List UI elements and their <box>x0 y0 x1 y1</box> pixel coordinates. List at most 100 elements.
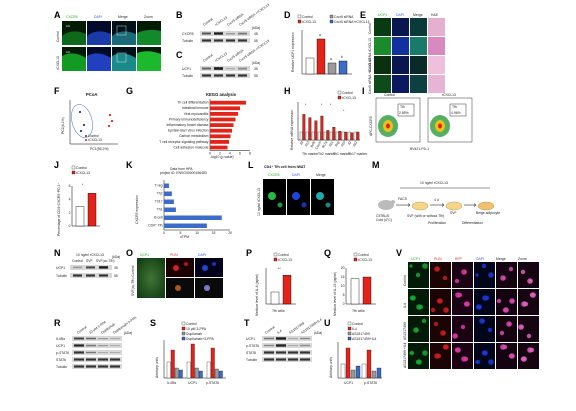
c-blot <box>200 66 250 78</box>
j-tick-label: 6 <box>69 184 71 188</box>
a-col-dapi: DAPI <box>94 15 102 19</box>
n-header: 10 ng/ml rCXCL13 <box>76 253 104 257</box>
t-lane-1: Control <box>264 325 275 335</box>
v-cell <box>422 350 428 356</box>
j-legend-1: Control <box>76 166 87 170</box>
t-kda: (kDa) <box>314 331 322 335</box>
v-col-6: Zoom <box>518 257 527 261</box>
h-sig-4: * <box>343 109 345 113</box>
q-tick-label: 0 <box>343 302 345 306</box>
s-legend-4: Dupilumab+3-PPA <box>186 337 214 341</box>
t-protein-1: UCP1 <box>246 337 255 341</box>
k-tick-label: 15 <box>212 231 216 235</box>
panel-v: V UCP1 PLIN RFP DAPI Merge Zoom Control … <box>396 248 539 369</box>
p-bar <box>270 291 280 305</box>
g-bar <box>210 128 232 133</box>
f-xlabel: PC1(95.2%) <box>90 147 108 151</box>
b-kda: (kDa) <box>252 26 260 30</box>
b-blot <box>200 31 250 43</box>
t-protein-4: Tubulin <box>246 358 257 362</box>
g-tick-label: 2 <box>219 151 221 155</box>
h-bar-rcxcl13 <box>314 120 318 141</box>
j-sig: * <box>82 183 84 187</box>
panel-letter-u: U <box>324 318 331 328</box>
v-cell <box>422 263 428 269</box>
n-protein-ucp1: UCP1 <box>56 266 65 270</box>
f-title: PCoA <box>86 92 97 97</box>
t-blot <box>262 336 312 362</box>
e-col-merge: Merge <box>413 13 423 17</box>
panel-m: M 10 ng/ml rCXCL13 C57BL/6 Cold (4°C) FA… <box>372 160 500 225</box>
dish-icon <box>411 201 429 211</box>
g-category-label: Viral myocarditis <box>184 112 209 116</box>
panel-p: P Control rCXCL13 Medium level of IL-4 (… <box>246 248 296 316</box>
q-bar <box>362 276 372 305</box>
m-housing: Cold (4°C) <box>376 218 392 222</box>
v-cell <box>502 307 508 313</box>
h-group-3: Th1 marker <box>333 152 351 156</box>
g-title: KEGG analysis <box>206 92 237 97</box>
m-beige: Beige adipocyte <box>476 211 500 215</box>
panel-letter-l: L <box>248 160 254 170</box>
h-bar-control <box>341 131 345 141</box>
k-ylabel: CXCR5 expression <box>135 195 139 224</box>
i-xlabel: BV421-PD-1 <box>410 147 429 151</box>
v-image-tile <box>474 289 495 315</box>
h-bar-control <box>323 131 327 141</box>
l-col-dapi: DAPI <box>292 173 300 177</box>
v-cell <box>430 307 436 313</box>
v-cell <box>526 333 532 339</box>
p-ylabel: Medium level of IL-4 (pg/ml) <box>255 274 259 316</box>
g-tick-label: 4 <box>229 151 231 155</box>
k-category-label: Th1 <box>157 208 163 212</box>
k-category-label: CD4⁺ Tfh <box>148 224 162 228</box>
v-cell <box>482 295 488 301</box>
d-legend-3: Cxcr5 siRNA <box>334 15 354 19</box>
g-bar <box>210 140 229 144</box>
m-facs: FACS <box>398 197 408 201</box>
v-cell <box>475 273 479 277</box>
u-ylabel: Arbitrary units <box>329 357 333 378</box>
v-image-tile <box>430 262 451 288</box>
v-image-tile <box>408 289 429 315</box>
panel-letter-q: Q <box>324 248 331 258</box>
n-lane-1: Control <box>72 259 83 263</box>
t-protein-3: STAT6 <box>246 351 256 355</box>
panel-letter-h: H <box>284 86 291 96</box>
c-lane-1: Control <box>202 53 213 63</box>
o-row: SVF(co-Tfh) Control <box>131 265 135 296</box>
panel-letter-s: S <box>150 318 156 328</box>
panel-letter-c: C <box>176 50 183 60</box>
g-category-label: T cell receptor signaling pathway <box>159 140 209 144</box>
o-col-ucp1: UCP1 <box>140 253 149 257</box>
v-col-5: Merge <box>496 257 506 261</box>
t-lane-2: IL4 <box>276 329 282 335</box>
i-ylabel: APC-CXCR5 <box>369 116 373 136</box>
q-xlabel: Tfh cells <box>352 309 365 313</box>
k-xlabel: nTPM <box>180 235 189 239</box>
v-cell <box>409 295 415 301</box>
k-tick-label: 20 <box>228 231 232 235</box>
q-tick-label: 20 <box>341 266 345 270</box>
k-tick-label: 10 <box>195 231 199 235</box>
b-mw-1: 48 <box>254 32 258 36</box>
e-row-1: Control <box>368 23 372 34</box>
f-point <box>110 119 114 123</box>
v-image-tile <box>452 289 473 315</box>
g-category-label: Primary immunodeficiency <box>169 117 209 121</box>
l-row: 10 ng/ml rCXCL13 <box>257 188 261 216</box>
v-cell <box>434 266 440 272</box>
panel-letter-j: J <box>54 160 59 170</box>
v-cell <box>488 272 494 278</box>
v-cell <box>496 298 502 304</box>
j-ylabel: Percentage of CD4⁺CXCR5⁺PD-1⁺ <box>57 182 61 236</box>
g-tick-label: 0 <box>209 151 211 155</box>
a-row-rcxcl13: rCXCL13 <box>56 56 60 70</box>
d-bar-4 <box>338 60 348 75</box>
g-bar <box>210 112 238 116</box>
v-row-3: AS1517499 <box>403 322 407 340</box>
v-col-3: RFP <box>455 257 463 261</box>
i-pct-2: 4.96% <box>451 111 461 115</box>
p-legend-2: rCXCL13 <box>278 258 292 262</box>
